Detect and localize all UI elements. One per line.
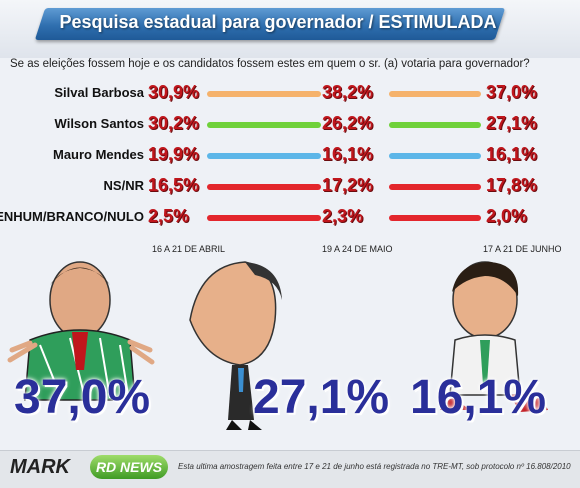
- data-label-s2-p0: 19,9%: [148, 144, 200, 164]
- series-label-3: NS/NR: [103, 178, 144, 193]
- data-label-s1-p0: 30,2%: [148, 113, 200, 133]
- series-label-2: Mauro Mendes: [52, 147, 144, 162]
- series-label-1: Wilson Santos: [54, 116, 144, 131]
- caricature-mauro: [440, 261, 548, 412]
- data-label-s4-p1: 2,3%: [322, 206, 364, 226]
- period-label-1: 16 A 21 DE ABRIL: [152, 244, 226, 254]
- data-label-s3-p0: 16,5%: [148, 175, 200, 195]
- data-label-s1-p1: 26,2%: [322, 113, 374, 133]
- data-label-s2-p2: 16,1%: [486, 144, 538, 164]
- data-label-s0-p1: 38,2%: [322, 82, 374, 102]
- highlight-silval-value: 37,0%: [14, 371, 151, 424]
- registration-note: Esta ultima amostragem feita entre 17 e …: [178, 462, 571, 471]
- page-title: Pesquisa estadual para governador / ESTI…: [59, 12, 497, 32]
- data-label-s0-p2: 37,0%: [486, 82, 538, 102]
- highlight-wilson-value: 27,1%: [253, 371, 390, 424]
- data-label-s1-p2: 27,1%: [486, 113, 538, 133]
- data-label-s4-p2: 2,0%: [486, 206, 528, 226]
- mark-logo: MARK: [10, 456, 70, 478]
- data-label-s0-p0: 30,9%: [148, 82, 200, 102]
- data-label-s3-p1: 17,2%: [322, 175, 374, 195]
- data-label-s4-p0: 2,5%: [148, 206, 190, 226]
- series-label-0: Silval Barbosa: [54, 85, 144, 100]
- caricature-silval: [7, 261, 155, 401]
- series-label-4: NENHUM/BRANCO/NULO: [0, 209, 144, 224]
- data-label-s2-p1: 16,1%: [322, 144, 374, 164]
- rdnews-logo: RD NEWS: [90, 455, 168, 479]
- caricature-wilson: [189, 261, 282, 430]
- highlight-mauro-value: 16,1%: [410, 371, 547, 424]
- period-label-3: 17 A 21 DE JUNHO: [483, 244, 562, 254]
- data-label-s3-p2: 17,8%: [486, 175, 538, 195]
- survey-question: Se as eleições fossem hoje e os candidat…: [10, 58, 530, 70]
- period-label-2: 19 A 24 DE MAIO: [322, 244, 393, 254]
